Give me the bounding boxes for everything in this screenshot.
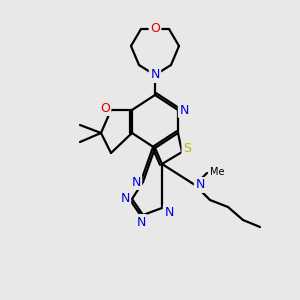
Text: N: N	[164, 206, 174, 218]
Text: O: O	[150, 22, 160, 35]
Text: N: N	[150, 68, 160, 82]
Text: N: N	[131, 176, 141, 188]
Text: N: N	[195, 178, 205, 191]
Text: N: N	[136, 215, 146, 229]
Text: N: N	[179, 103, 189, 116]
Text: N: N	[120, 193, 130, 206]
Text: O: O	[100, 101, 110, 115]
Text: Me: Me	[210, 167, 224, 177]
Text: S: S	[183, 142, 191, 155]
